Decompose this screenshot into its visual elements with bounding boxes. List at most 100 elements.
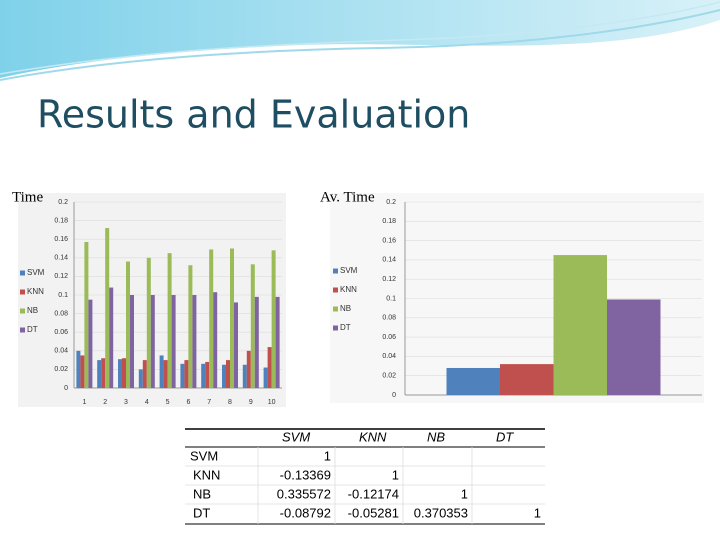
bar bbox=[97, 360, 102, 388]
x-tick-label: 3 bbox=[124, 399, 128, 406]
x-tick-label: 10 bbox=[268, 399, 276, 406]
bar bbox=[242, 364, 247, 388]
y-tick-label: 0.1 bbox=[58, 292, 68, 299]
y-tick-label: 0.12 bbox=[382, 276, 396, 283]
legend-label: DT bbox=[340, 323, 351, 332]
bar bbox=[184, 360, 189, 388]
bar bbox=[213, 292, 218, 388]
bar bbox=[607, 299, 661, 395]
bar bbox=[88, 299, 93, 388]
bar bbox=[192, 295, 197, 388]
bar bbox=[80, 355, 85, 388]
legend-swatch bbox=[20, 327, 25, 333]
y-tick-label: 0.08 bbox=[382, 315, 396, 322]
bar bbox=[118, 359, 122, 388]
legend-swatch bbox=[20, 308, 25, 314]
table-cell: -0.12174 bbox=[348, 486, 399, 501]
bar bbox=[76, 350, 81, 388]
bar bbox=[105, 228, 110, 388]
y-axis-label: Time bbox=[12, 189, 43, 205]
bar bbox=[271, 250, 276, 388]
y-tick-label: 0.04 bbox=[382, 353, 396, 360]
legend-swatch bbox=[333, 287, 338, 293]
header-wave bbox=[0, 0, 720, 78]
row-label: SVM bbox=[190, 448, 218, 463]
legend-label: KNN bbox=[27, 287, 44, 296]
table-cell: 1 bbox=[324, 448, 331, 463]
y-tick-label: 0.12 bbox=[54, 273, 68, 280]
x-tick-label: 7 bbox=[207, 399, 211, 406]
legend-label: SVM bbox=[340, 266, 358, 275]
header-line bbox=[0, 9, 720, 81]
y-tick-label: 0.06 bbox=[54, 329, 68, 336]
y-tick-label: 0.04 bbox=[54, 348, 68, 355]
legend-swatch bbox=[333, 306, 338, 312]
bar bbox=[553, 255, 607, 395]
header-line bbox=[0, 1, 720, 75]
bar bbox=[246, 350, 251, 388]
bar bbox=[142, 360, 147, 388]
y-tick-label: 0.16 bbox=[382, 237, 396, 244]
y-tick-label: 0.2 bbox=[386, 199, 396, 206]
bar bbox=[84, 241, 89, 388]
table-cell: 1 bbox=[392, 467, 399, 482]
y-tick-label: 0.18 bbox=[382, 218, 396, 225]
bar bbox=[201, 363, 206, 388]
bar bbox=[159, 355, 164, 388]
bar bbox=[150, 295, 155, 388]
y-tick-label: 0.14 bbox=[54, 255, 68, 262]
x-tick-label: 1 bbox=[82, 399, 86, 406]
row-label: NB bbox=[193, 486, 211, 501]
y-tick-label: 0.2 bbox=[58, 199, 68, 206]
bar bbox=[180, 363, 185, 388]
bar bbox=[130, 295, 134, 388]
x-tick-label: 9 bbox=[249, 399, 253, 406]
table-cell: 1 bbox=[534, 505, 541, 520]
x-tick-label: 2 bbox=[103, 399, 107, 406]
bar bbox=[146, 257, 151, 388]
row-label: KNN bbox=[193, 467, 220, 482]
table-cell: 1 bbox=[461, 486, 468, 501]
x-tick-label: 8 bbox=[228, 399, 232, 406]
table-cell: 0.335572 bbox=[277, 486, 331, 501]
bar bbox=[163, 360, 168, 388]
y-tick-label: 0.02 bbox=[382, 373, 396, 380]
bar bbox=[171, 295, 176, 388]
bar bbox=[122, 358, 126, 388]
bar bbox=[188, 265, 193, 388]
correlation-table: SVM KNN NB DT SVM 1 KNN -0.13369 1 NB 0.335572 -0.1… bbox=[185, 428, 545, 525]
bar bbox=[250, 264, 255, 388]
bar bbox=[254, 296, 259, 388]
bar bbox=[167, 253, 172, 388]
bar bbox=[109, 287, 114, 388]
bar bbox=[446, 367, 500, 395]
table-cell: -0.08792 bbox=[280, 505, 331, 520]
x-tick-label: 6 bbox=[186, 399, 190, 406]
table-cell: -0.05281 bbox=[348, 505, 399, 520]
x-tick-label: 5 bbox=[166, 399, 170, 406]
bar bbox=[138, 369, 143, 388]
bar bbox=[500, 364, 554, 395]
y-tick-label: 0.16 bbox=[54, 236, 68, 243]
y-tick-label: 0.08 bbox=[54, 310, 68, 317]
legend-swatch bbox=[333, 268, 338, 274]
bar bbox=[126, 261, 130, 388]
bar bbox=[222, 364, 226, 388]
legend-label: NB bbox=[340, 304, 351, 313]
legend-swatch bbox=[333, 325, 338, 331]
legend-label: KNN bbox=[340, 285, 357, 294]
y-axis-label: Av. Time bbox=[320, 189, 375, 205]
bar bbox=[226, 360, 230, 388]
bar bbox=[101, 358, 106, 388]
legend-swatch bbox=[20, 270, 25, 276]
bar bbox=[267, 347, 272, 388]
row-label: DT bbox=[193, 505, 210, 520]
y-tick-label: 0 bbox=[64, 385, 68, 392]
y-tick-label: 0.02 bbox=[54, 366, 68, 373]
legend-label: SVM bbox=[27, 268, 45, 277]
y-tick-label: 0.1 bbox=[386, 295, 396, 302]
x-tick-label: 4 bbox=[145, 399, 149, 406]
bar bbox=[205, 361, 210, 388]
bar bbox=[230, 248, 234, 388]
